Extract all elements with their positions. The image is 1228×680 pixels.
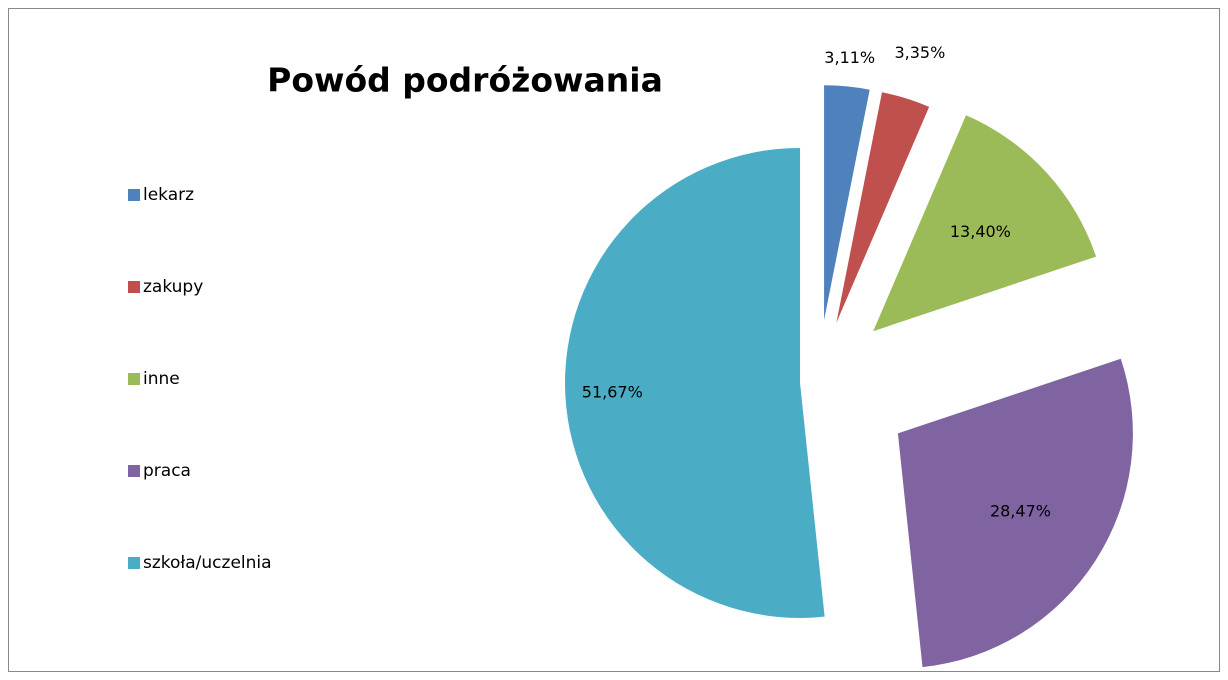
pie-slice — [565, 147, 825, 618]
legend-swatch — [128, 281, 140, 293]
data-label: 13,40% — [950, 222, 1011, 241]
pie-slice — [824, 85, 870, 321]
legend-label: szkoła/uczelnia — [143, 553, 272, 573]
legend-label: praca — [143, 461, 191, 481]
legend-label: inne — [143, 369, 180, 389]
legend-swatch — [128, 373, 140, 385]
legend-swatch — [128, 189, 140, 201]
data-label: 3,35% — [894, 43, 945, 62]
data-label: 3,11% — [824, 48, 875, 67]
pie-slice — [873, 115, 1097, 332]
legend-label: lekarz — [143, 185, 194, 205]
data-label: 28,47% — [990, 502, 1051, 521]
legend-swatch — [128, 557, 140, 569]
pie-slice — [897, 358, 1133, 668]
legend-label: zakupy — [143, 277, 203, 297]
data-label: 51,67% — [582, 382, 643, 401]
pie-slice — [836, 92, 930, 323]
chart-title: Powód podróżowania — [267, 61, 663, 100]
legend-swatch — [128, 465, 140, 477]
